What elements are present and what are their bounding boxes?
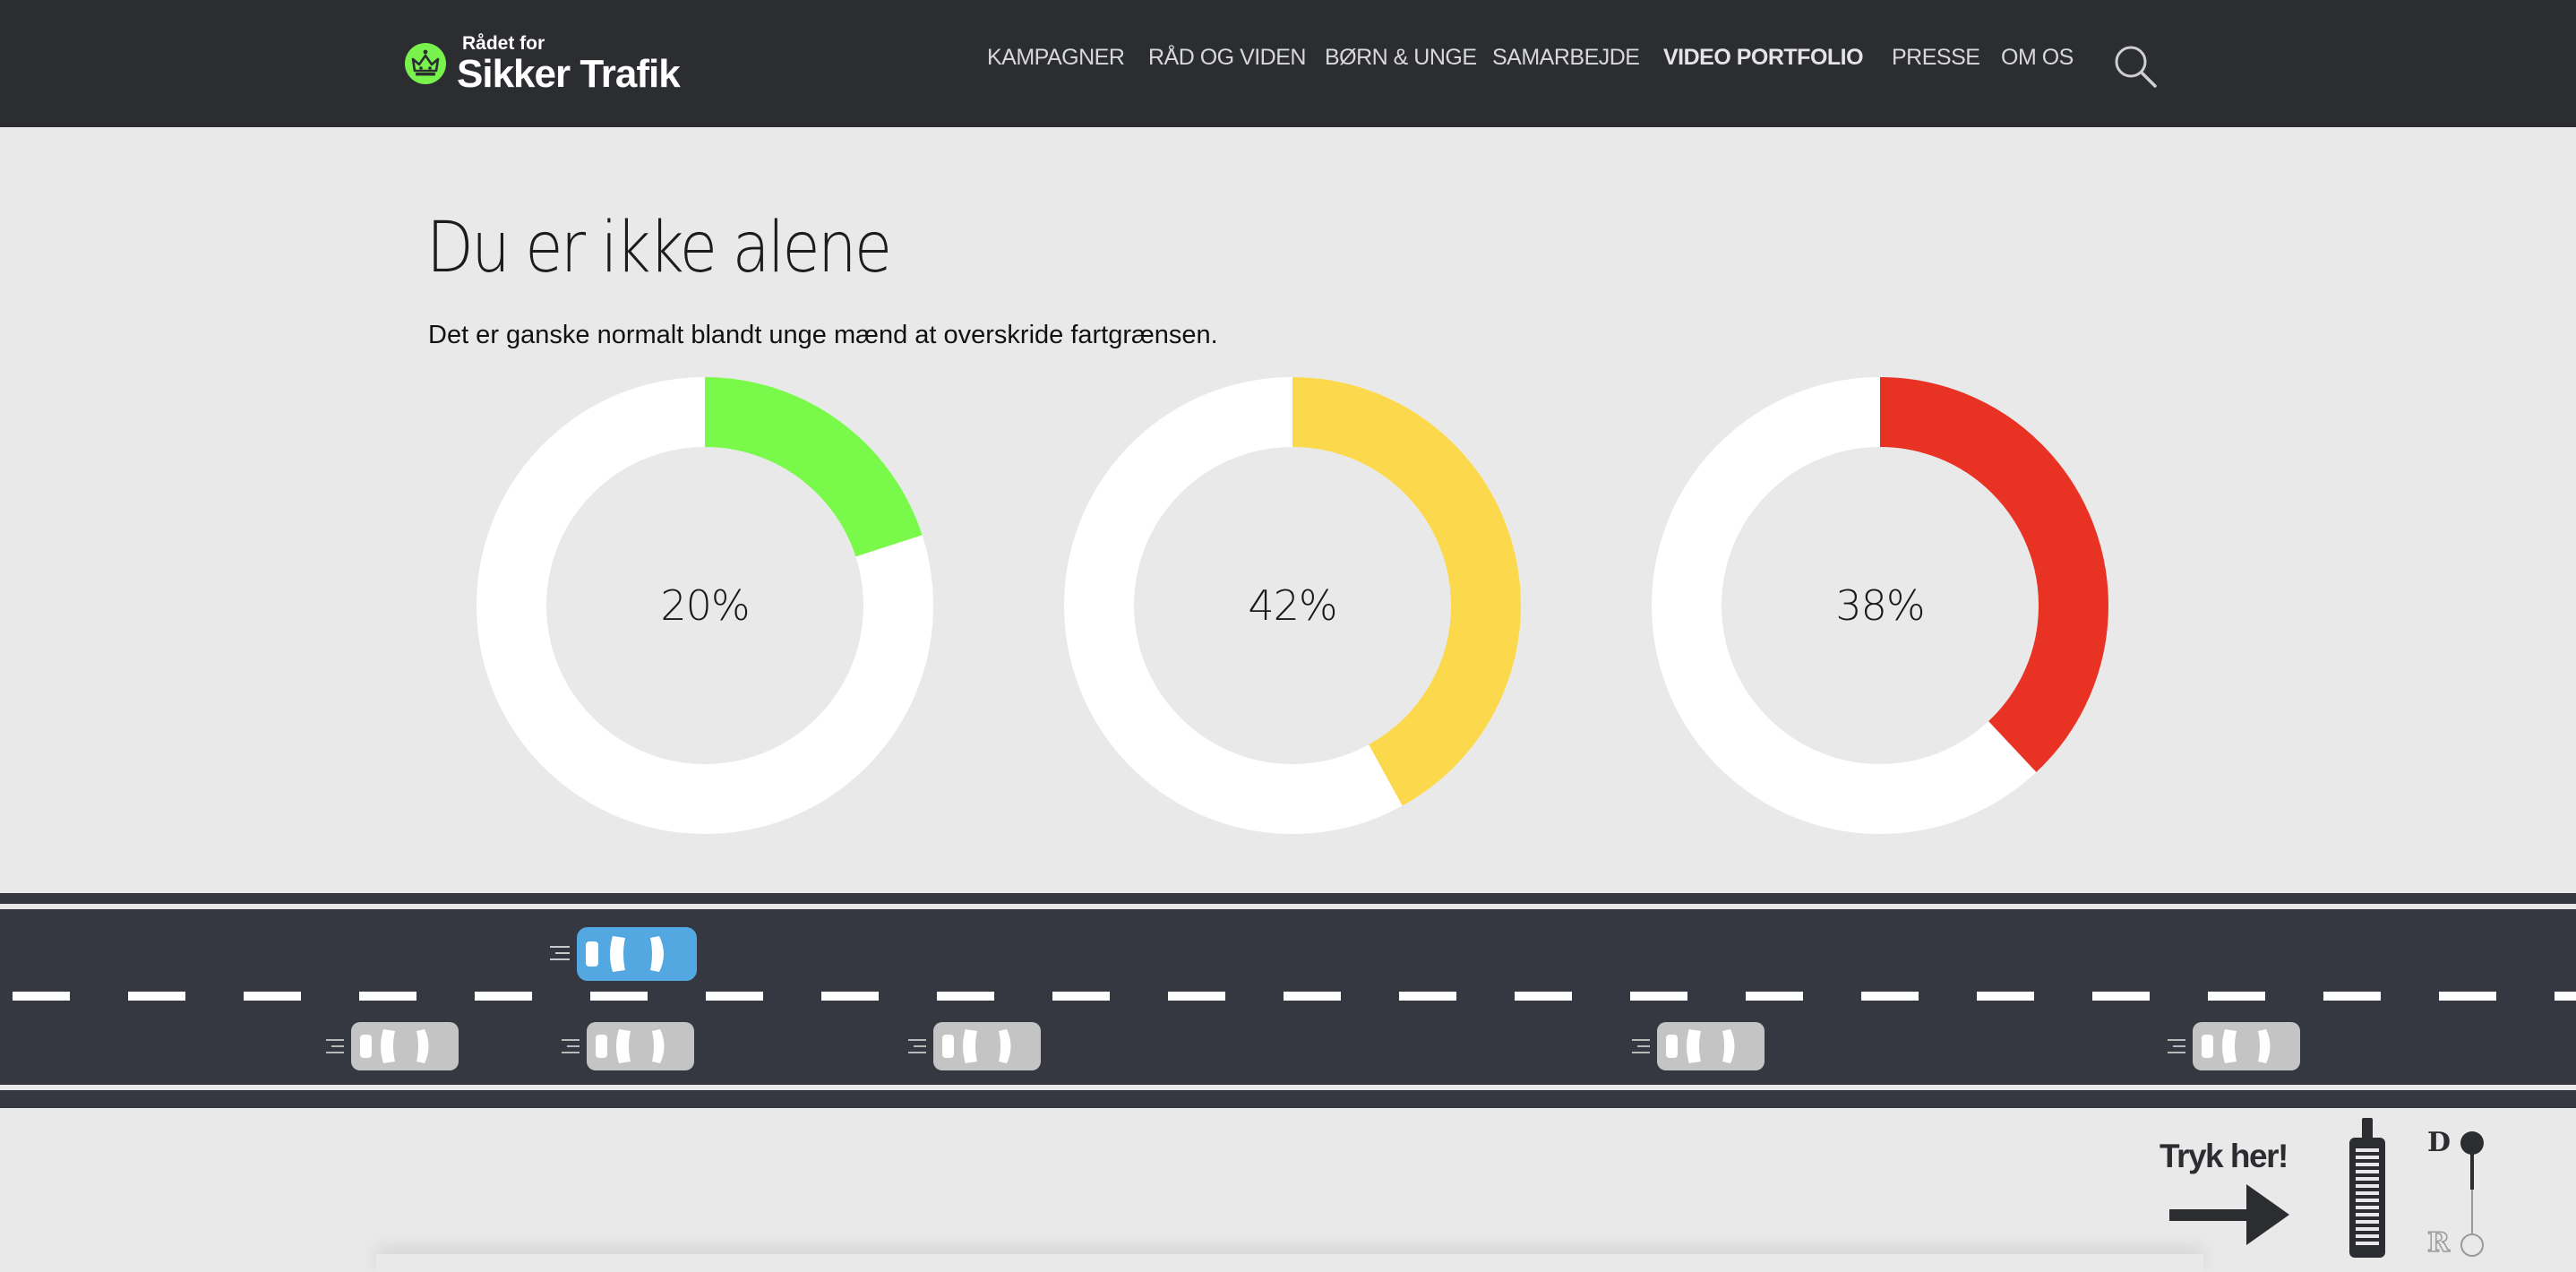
site-logo[interactable]: Rådet for Sikker Trafik bbox=[405, 32, 681, 96]
nav-item-presse[interactable]: PRESSE bbox=[1892, 45, 1980, 70]
road bbox=[0, 893, 2576, 1108]
donut-chart-yellow: 42% bbox=[1063, 376, 1522, 835]
search-icon[interactable] bbox=[2112, 43, 2159, 90]
donut-value-label: 42% bbox=[1248, 581, 1337, 630]
player-car[interactable] bbox=[548, 925, 700, 983]
traffic-car bbox=[326, 1022, 459, 1070]
nav-item-samarbejde[interactable]: SAMARBEJDE bbox=[1492, 45, 1640, 70]
donut-chart-red: 38% bbox=[1651, 376, 2109, 835]
nav-item-kampagner[interactable]: KAMPAGNER bbox=[987, 45, 1125, 70]
traffic-car bbox=[908, 1022, 1041, 1070]
road-edge-bottom bbox=[0, 1085, 2576, 1090]
gear-reverse-label[interactable]: R bbox=[2426, 1226, 2450, 1259]
top-navigation-bar: Rådet for Sikker Trafik KAMPAGNER RÅD OG… bbox=[0, 0, 2576, 127]
road-edge-top bbox=[0, 904, 2576, 909]
nav-item-video-portfolio[interactable]: VIDEO PORTFOLIO bbox=[1663, 45, 1864, 70]
next-section-edge bbox=[376, 1254, 2203, 1272]
nav-item-raad-og-viden[interactable]: RÅD OG VIDEN bbox=[1148, 45, 1306, 70]
gear-shifter[interactable]: D R bbox=[2422, 1125, 2494, 1268]
tryk-her-label: Tryk her! bbox=[2160, 1138, 2288, 1174]
logo-tagline: Rådet for bbox=[462, 32, 545, 54]
traffic-car bbox=[1632, 1022, 1765, 1070]
arrow-right-icon bbox=[2169, 1184, 2289, 1245]
nav-item-om-os[interactable]: OM OS bbox=[2001, 45, 2074, 70]
gas-pedal-button[interactable] bbox=[2347, 1118, 2388, 1261]
logo-wordmark: Sikker Trafik bbox=[457, 51, 681, 96]
nav-item-boern-og-unge[interactable]: BØRN & UNGE bbox=[1325, 45, 1477, 70]
donut-value-label: 20% bbox=[660, 581, 750, 630]
lane-divider bbox=[0, 992, 2576, 1001]
donut-value-label: 38% bbox=[1835, 581, 1925, 630]
traffic-car bbox=[562, 1022, 694, 1070]
traffic-car bbox=[2168, 1022, 2300, 1070]
page-title: Du er ikke alene bbox=[426, 208, 892, 288]
gear-drive-label[interactable]: D bbox=[2427, 1127, 2451, 1158]
donut-arc-green bbox=[477, 377, 933, 834]
gear-lever-icon bbox=[2460, 1131, 2484, 1257]
page-subtitle: Det er ganske normalt blandt unge mænd a… bbox=[428, 321, 1218, 349]
donut-chart-green: 20% bbox=[476, 376, 934, 835]
donut-arc-yellow bbox=[1064, 377, 1521, 834]
donut-arc-red bbox=[1652, 377, 2108, 834]
crown-logo-icon bbox=[405, 43, 446, 84]
